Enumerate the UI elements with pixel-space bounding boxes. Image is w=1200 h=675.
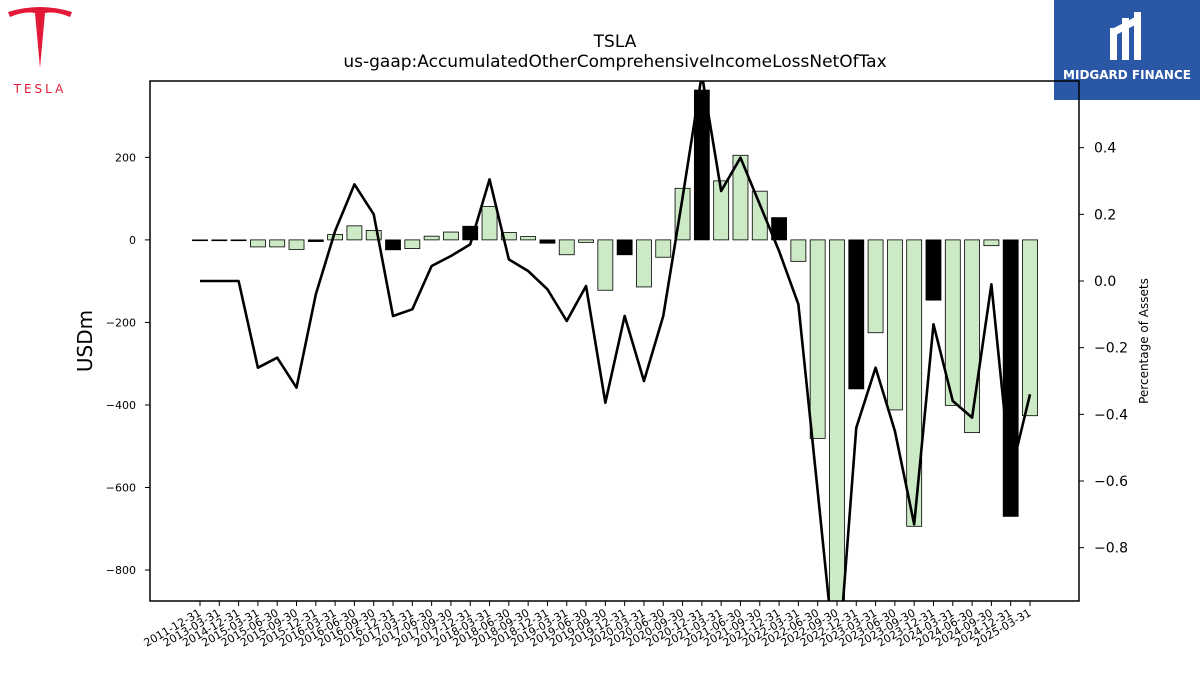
bar-2024-03-31 bbox=[944, 239, 961, 406]
y-tick-label: −400 bbox=[106, 399, 136, 412]
bar-2021-06-30 bbox=[732, 154, 749, 241]
bar-2022-09-30 bbox=[829, 239, 845, 601]
bar-2017-03-31 bbox=[404, 239, 421, 249]
tesla-t-icon bbox=[8, 7, 72, 68]
bar-2022-03-31 bbox=[790, 239, 807, 262]
bar-2016-12-31 bbox=[385, 239, 401, 251]
y-tick-label: −600 bbox=[106, 482, 136, 495]
bar-2024-09-30 bbox=[983, 239, 1000, 247]
bar-2022-06-30 bbox=[809, 239, 826, 439]
bar-2021-09-30 bbox=[751, 190, 768, 241]
bar-2018-06-30 bbox=[500, 232, 517, 241]
bar-2021-12-31 bbox=[771, 217, 787, 241]
bar-2015-09-30 bbox=[288, 239, 305, 250]
bar-2015-03-31 bbox=[250, 239, 266, 248]
y2-tick-label: 0.2 bbox=[1094, 207, 1116, 223]
bar-2023-12-31 bbox=[925, 239, 942, 301]
bar-2023-09-30 bbox=[906, 239, 923, 527]
bar-2015-12-31 bbox=[307, 239, 324, 242]
bar-2014-12-31 bbox=[230, 239, 247, 242]
bar-2019-09-30 bbox=[597, 239, 614, 291]
bar-2017-06-30 bbox=[423, 235, 440, 241]
y2-tick-label: −0.6 bbox=[1094, 474, 1128, 490]
bar-2016-06-30 bbox=[346, 225, 363, 241]
bar-2020-03-31 bbox=[636, 239, 652, 288]
bar-2025-03-31 bbox=[1022, 239, 1038, 417]
bar-2019-03-31 bbox=[558, 239, 575, 256]
tesla-logo: TESLA bbox=[0, 0, 80, 100]
plot-frame bbox=[149, 80, 1080, 602]
y-tick-label: 200 bbox=[115, 151, 136, 164]
y2-axis-label: Percentage of Assets bbox=[1137, 278, 1151, 404]
chart-subtitle: us-gaap:AccumulatedOtherComprehensiveInc… bbox=[343, 52, 887, 72]
bar-2023-03-31 bbox=[867, 239, 884, 334]
midgard-finance-logo: MIDGARD FINANCE bbox=[1054, 0, 1200, 100]
y2-tick-label: 0.4 bbox=[1094, 141, 1116, 157]
y-tick-label: 0 bbox=[129, 234, 136, 247]
y-axis-label: USDm bbox=[73, 310, 97, 372]
y-tick-label: −200 bbox=[106, 316, 136, 329]
chart-title: TSLA bbox=[593, 32, 637, 52]
bar-2016-09-30 bbox=[365, 229, 382, 241]
y-tick-label: −800 bbox=[106, 564, 136, 577]
percentage-of-assets-line bbox=[200, 81, 1032, 601]
bar-2015-06-30 bbox=[269, 239, 286, 248]
tesla-wordmark: TESLA bbox=[13, 82, 67, 96]
bar-2022-12-31 bbox=[848, 239, 865, 390]
bar-2018-03-31 bbox=[481, 206, 498, 241]
bar-2019-12-31 bbox=[616, 239, 633, 256]
y2-tick-label: −0.2 bbox=[1094, 341, 1128, 357]
bar-2023-06-30 bbox=[886, 239, 903, 411]
bar-2018-09-30 bbox=[520, 236, 537, 241]
bar-2024-06-30 bbox=[964, 239, 980, 434]
y2-tick-label: −0.4 bbox=[1094, 407, 1128, 423]
bar-2019-06-30 bbox=[578, 239, 594, 243]
bar-2020-12-31 bbox=[693, 89, 710, 241]
plot-area bbox=[192, 81, 1038, 601]
bar-2020-06-30 bbox=[655, 239, 672, 258]
bar-2013-03-31 bbox=[211, 239, 228, 242]
midgard-wordmark: MIDGARD FINANCE bbox=[1063, 68, 1191, 82]
midgard-m-icon bbox=[1110, 12, 1141, 60]
bar-2017-09-30 bbox=[443, 231, 459, 241]
y2-tick-label: 0.0 bbox=[1094, 274, 1116, 290]
y2-tick-label: −0.8 bbox=[1094, 541, 1128, 557]
bar-2018-12-31 bbox=[539, 239, 556, 244]
bar-2021-03-31 bbox=[713, 180, 730, 241]
bar-2011-12-31 bbox=[192, 239, 208, 242]
